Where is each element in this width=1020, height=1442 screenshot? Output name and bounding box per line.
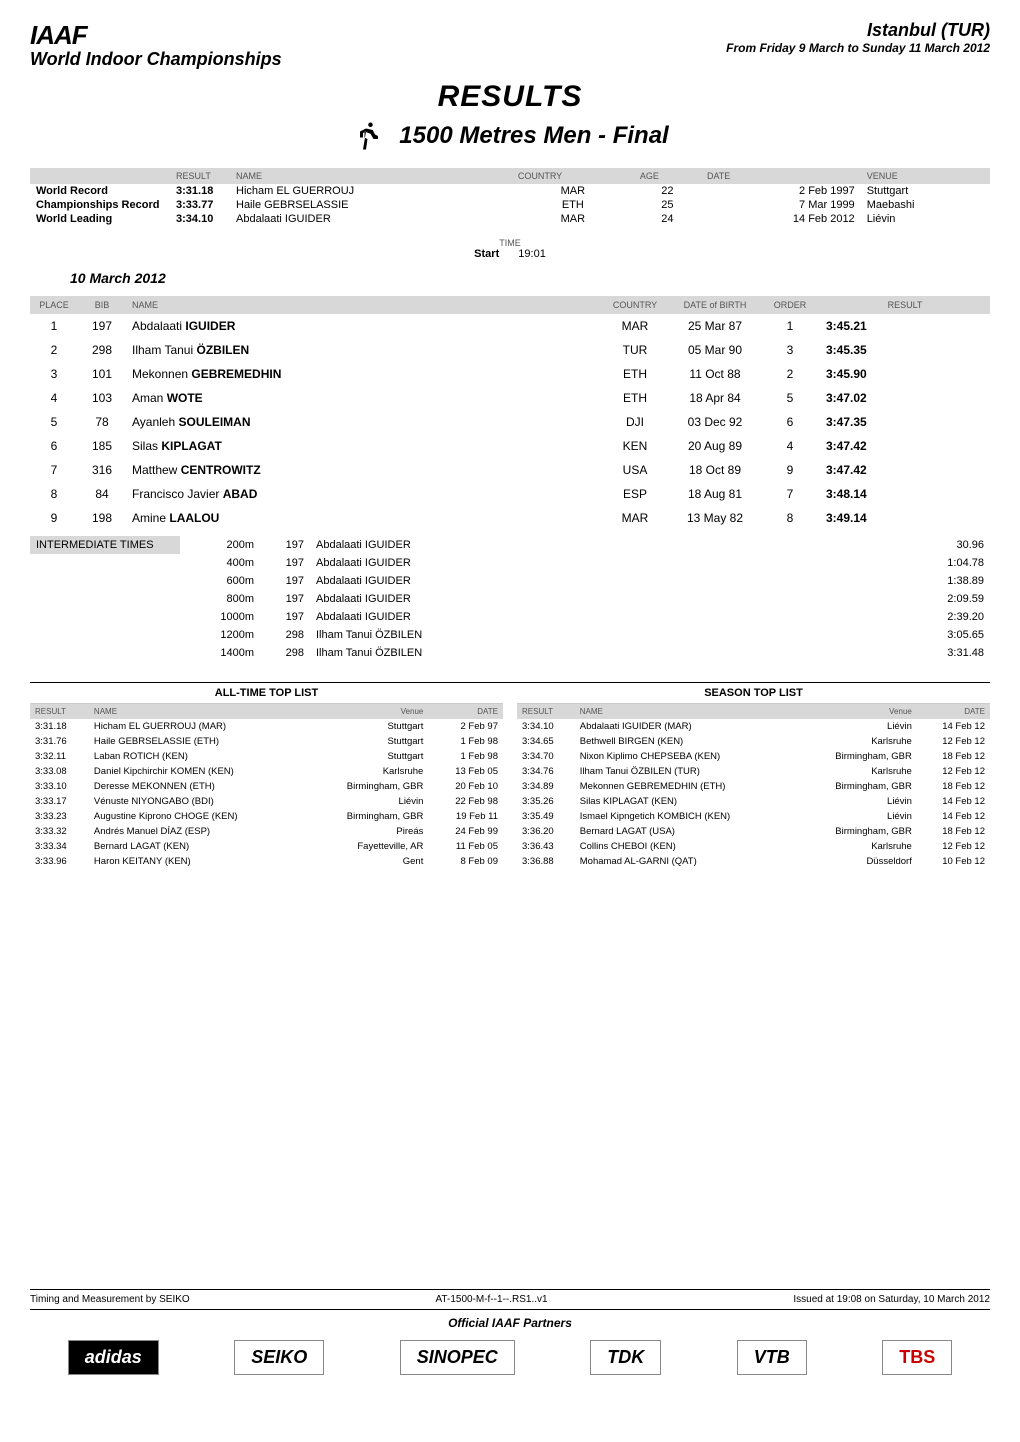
col-dob: DATE of BIRTH <box>670 296 760 314</box>
results-heading: RESULTS <box>30 80 990 114</box>
season-row: 3:34.76Ilham Tanui ÖZBILEN (TUR)Karlsruh… <box>517 764 990 779</box>
col-name: NAME <box>89 704 306 719</box>
season-row: 3:36.20Bernard LAGAT (USA)Birmingham, GB… <box>517 824 990 839</box>
season-row: 3:36.88Mohamad AL-GARNI (QAT)Düsseldorf1… <box>517 854 990 869</box>
event-title: 1500 Metres Men - Final <box>399 122 668 150</box>
col-name: NAME <box>230 168 512 184</box>
season-row: 3:34.70Nixon Kiplimo CHEPSEBA (KEN)Birmi… <box>517 749 990 764</box>
intermediate-row: 400m197Abdalaati IGUIDER1:04.78 <box>30 554 990 572</box>
record-row: Championships Record3:33.77Haile GEBRSEL… <box>30 198 990 212</box>
col-name: NAME <box>126 296 600 314</box>
col-age: AGE <box>634 168 701 184</box>
records-table: RESULT NAME COUNTRY AGE DATE VENUE World… <box>30 168 990 226</box>
sponsor-logo: TBS <box>882 1340 952 1375</box>
col-date: DATE <box>917 704 990 719</box>
alltime-row: 3:33.17Vénuste NIYONGABO (BDI)Liévin22 F… <box>30 794 503 809</box>
results-table: PLACE BIB NAME COUNTRY DATE of BIRTH ORD… <box>30 296 990 530</box>
start-label: Start <box>474 248 515 260</box>
sponsor-logo: TDK <box>590 1340 661 1375</box>
alltime-row: 3:32.11Laban ROTICH (KEN)Stuttgart1 Feb … <box>30 749 503 764</box>
sponsor-logo: VTB <box>737 1340 807 1375</box>
intermediate-row: 600m197Abdalaati IGUIDER1:38.89 <box>30 572 990 590</box>
alltime-row: 3:31.18Hicham EL GUERROUJ (MAR)Stuttgart… <box>30 719 503 734</box>
col-order: ORDER <box>760 296 820 314</box>
intermediate-row: 800m197Abdalaati IGUIDER2:09.59 <box>30 590 990 608</box>
alltime-row: 3:33.23Augustine Kiprono CHOGE (KEN)Birm… <box>30 809 503 824</box>
result-row: 1197Abdalaati IGUIDERMAR25 Mar 8713:45.2… <box>30 314 990 338</box>
season-row: 3:35.49Ismael Kipngetich KOMBICH (KEN)Li… <box>517 809 990 824</box>
federation-logo: IAAF <box>30 20 282 51</box>
result-row: 3101Mekonnen GEBREMEDHINETH11 Oct 8823:4… <box>30 362 990 386</box>
sponsor-logo: SINOPEC <box>400 1340 515 1375</box>
col-venue: Venue <box>797 704 917 719</box>
runner-icon <box>351 118 387 154</box>
result-row: 6185Silas KIPLAGATKEN20 Aug 8943:47.42 <box>30 434 990 458</box>
col-venue: Venue <box>306 704 428 719</box>
season-title: SEASON TOP LIST <box>517 683 990 704</box>
season-row: 3:34.89Mekonnen GEBREMEDHIN (ETH)Birming… <box>517 779 990 794</box>
col-name: NAME <box>575 704 797 719</box>
col-bib: BIB <box>78 296 126 314</box>
record-row: World Record3:31.18Hicham EL GUERROUJMAR… <box>30 184 990 198</box>
date-range: From Friday 9 March to Sunday 11 March 2… <box>726 41 990 55</box>
season-list: SEASON TOP LIST RESULT NAME Venue DATE 3… <box>517 683 990 869</box>
sponsors-row: adidas SEIKO SINOPEC TDK VTB TBS <box>30 1336 990 1379</box>
footer: Timing and Measurement by SEIKO AT-1500-… <box>30 1289 990 1310</box>
intermediate-row: 1400m298Ilham Tanui ÖZBILEN3:31.48 <box>30 644 990 662</box>
alltime-row: 3:31.76Haile GEBRSELASSIE (ETH)Stuttgart… <box>30 734 503 749</box>
championship-title: World Indoor Championships <box>30 49 282 70</box>
alltime-row: 3:33.10Deresse MEKONNEN (ETH)Birmingham,… <box>30 779 503 794</box>
alltime-row: 3:33.32Andrés Manuel DÍAZ (ESP)Pireás24 … <box>30 824 503 839</box>
season-row: 3:34.10Abdalaati IGUIDER (MAR)Liévin14 F… <box>517 719 990 734</box>
alltime-title: ALL-TIME TOP LIST <box>30 683 503 704</box>
col-result: RESULT <box>517 704 575 719</box>
col-country: COUNTRY <box>512 168 634 184</box>
alltime-row: 3:33.96Haron KEITANY (KEN)Gent8 Feb 09 <box>30 854 503 869</box>
intermediate-row: 1200m298Ilham Tanui ÖZBILEN3:05.65 <box>30 626 990 644</box>
footer-right: Issued at 19:08 on Saturday, 10 March 20… <box>793 1294 990 1305</box>
result-row: 9198Amine LAALOUMAR13 May 8283:49.14 <box>30 506 990 530</box>
col-result: RESULT <box>170 168 230 184</box>
result-row: 2298Ilham Tanui ÖZBILENTUR05 Mar 9033:45… <box>30 338 990 362</box>
alltime-list: ALL-TIME TOP LIST RESULT NAME Venue DATE… <box>30 683 503 869</box>
result-row: 4103Aman WOTEETH18 Apr 8453:47.02 <box>30 386 990 410</box>
result-row: 7316Matthew CENTROWITZUSA18 Oct 8993:47.… <box>30 458 990 482</box>
sponsor-logo: SEIKO <box>234 1340 324 1375</box>
season-row: 3:34.65Bethwell BIRGEN (KEN)Karlsruhe12 … <box>517 734 990 749</box>
alltime-row: 3:33.34Bernard LAGAT (KEN)Fayetteville, … <box>30 839 503 854</box>
col-date: DATE <box>701 168 861 184</box>
session-date: 10 March 2012 <box>30 266 990 296</box>
season-row: 3:36.43Collins CHEBOI (KEN)Karlsruhe12 F… <box>517 839 990 854</box>
col-result: RESULT <box>30 704 89 719</box>
result-row: 578Ayanleh SOULEIMANDJI03 Dec 9263:47.35 <box>30 410 990 434</box>
page-header: IAAF World Indoor Championships Istanbul… <box>30 20 990 70</box>
venue-name: Istanbul (TUR) <box>726 20 990 41</box>
col-date: DATE <box>428 704 503 719</box>
time-label: TIME <box>30 238 990 248</box>
record-row: World Leading3:34.10Abdalaati IGUIDERMAR… <box>30 212 990 226</box>
sponsor-logo: adidas <box>68 1340 159 1375</box>
alltime-row: 3:33.08Daniel Kipchirchir KOMEN (KEN)Kar… <box>30 764 503 779</box>
start-value: 19:01 <box>518 248 546 260</box>
col-place: PLACE <box>30 296 78 314</box>
col-venue: VENUE <box>861 168 990 184</box>
intermediate-row: INTERMEDIATE TIMES200m197Abdalaati IGUID… <box>30 536 990 554</box>
intermediate-table: INTERMEDIATE TIMES200m197Abdalaati IGUID… <box>30 536 990 662</box>
col-result: RESULT <box>820 296 990 314</box>
season-row: 3:35.26Silas KIPLAGAT (KEN)Liévin14 Feb … <box>517 794 990 809</box>
start-row: TIME Start 19:01 <box>30 232 990 266</box>
result-row: 884Francisco Javier ABADESP18 Aug 8173:4… <box>30 482 990 506</box>
intermediate-row: 1000m197Abdalaati IGUIDER2:39.20 <box>30 608 990 626</box>
footer-center: AT-1500-M-f--1--.RS1..v1 <box>436 1294 548 1305</box>
footer-left: Timing and Measurement by SEIKO <box>30 1294 190 1305</box>
partners-label: Official IAAF Partners <box>30 1316 990 1330</box>
col-country: COUNTRY <box>600 296 670 314</box>
